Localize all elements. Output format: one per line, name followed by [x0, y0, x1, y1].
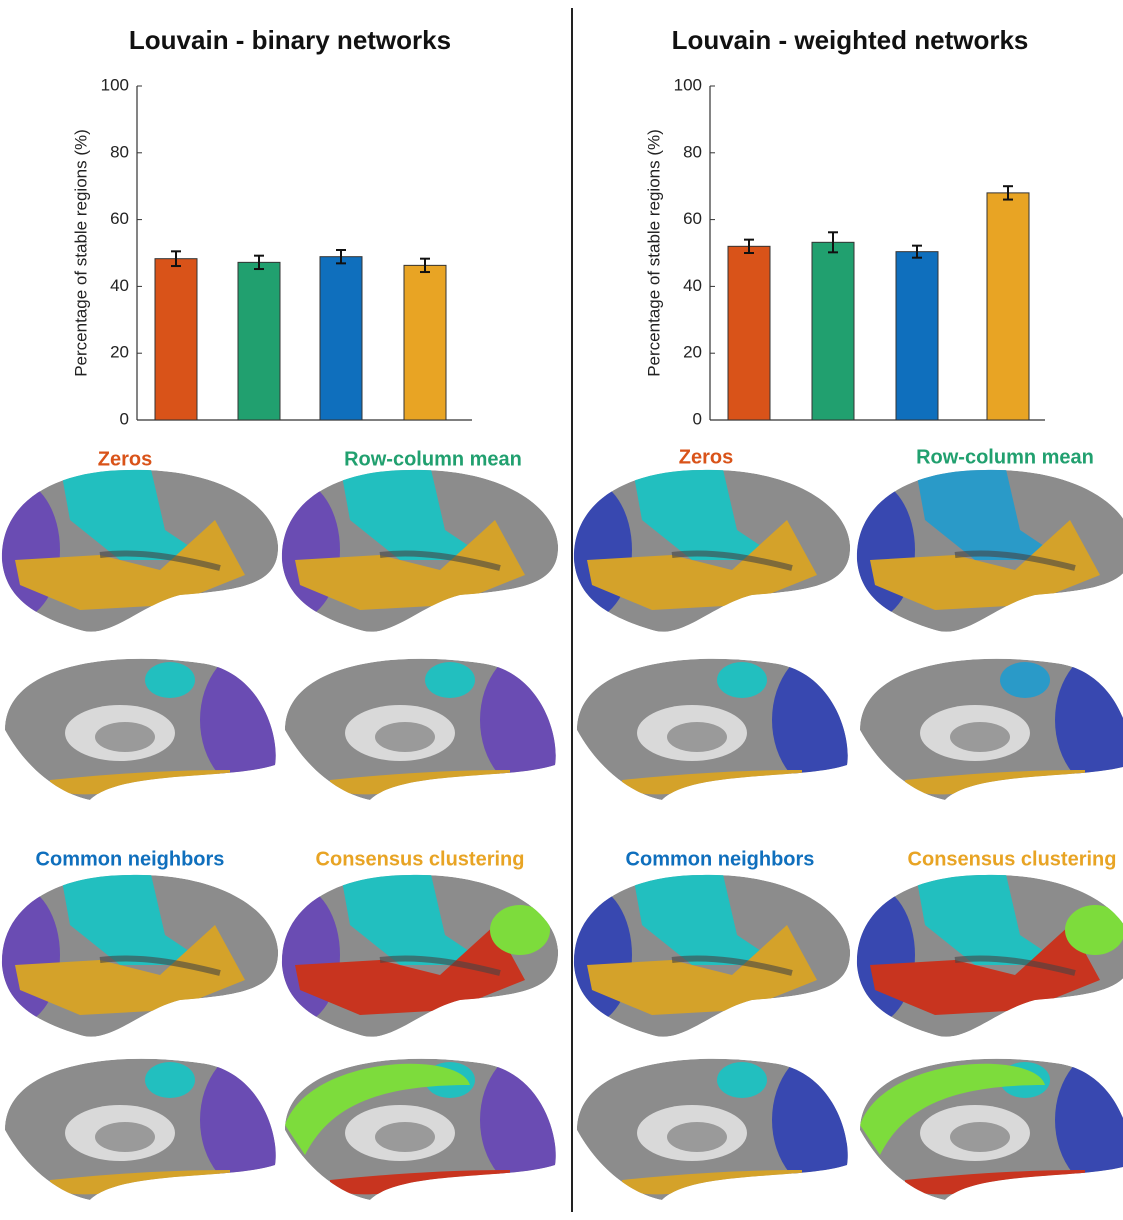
- region: [1055, 1058, 1123, 1195]
- region: [587, 925, 817, 1015]
- bar: [154, 258, 198, 421]
- region: [870, 520, 1100, 610]
- panel-label: Row-column mean: [344, 448, 522, 470]
- region: [340, 469, 490, 560]
- brain: [860, 658, 1123, 800]
- brain: [856, 469, 1123, 632]
- thalamus: [950, 722, 1010, 752]
- brain: [573, 469, 851, 632]
- region: [490, 905, 550, 955]
- brain: [281, 469, 559, 632]
- region: [295, 925, 525, 1015]
- sulcus: [671, 550, 793, 571]
- region: [295, 520, 525, 610]
- thalamus: [950, 1122, 1010, 1152]
- thalamus: [375, 722, 435, 752]
- region: [860, 1063, 1045, 1155]
- sulcus: [954, 955, 1076, 976]
- region: [772, 1058, 848, 1195]
- region: [145, 662, 195, 698]
- y-tick-label: 80: [110, 142, 129, 161]
- y-tick-label: 0: [693, 409, 702, 428]
- bar: [986, 192, 1030, 421]
- sulcus: [379, 955, 501, 976]
- region: [480, 1058, 556, 1195]
- thalamus: [95, 1122, 155, 1152]
- region: [632, 469, 782, 560]
- y-tick-label: 100: [674, 75, 702, 94]
- y-tick-label: 20: [110, 343, 129, 362]
- region: [717, 1062, 767, 1098]
- thalamus: [667, 1122, 727, 1152]
- y-tick-label: 60: [110, 209, 129, 228]
- panel-label: Row-column mean: [916, 446, 1094, 468]
- region: [340, 874, 490, 965]
- region: [60, 469, 210, 560]
- y-tick-label: 60: [683, 209, 702, 228]
- region: [1065, 905, 1123, 955]
- panel-label: Zeros: [98, 448, 152, 470]
- region: [1000, 662, 1050, 698]
- sulcus: [99, 550, 221, 571]
- region: [480, 658, 556, 795]
- sulcus: [379, 550, 501, 571]
- y-tick-label: 40: [683, 276, 702, 295]
- region: [285, 1063, 470, 1155]
- bar: [895, 251, 939, 421]
- region: [772, 658, 848, 795]
- region: [632, 874, 782, 965]
- brain: [573, 874, 851, 1037]
- panel-label: Common neighbors: [36, 848, 225, 870]
- region: [60, 874, 210, 965]
- region: [200, 1058, 276, 1195]
- brain: [281, 874, 559, 1037]
- region: [145, 1062, 195, 1098]
- region: [717, 662, 767, 698]
- y-tick-label: 40: [110, 276, 129, 295]
- brain: [577, 1058, 848, 1200]
- region: [915, 469, 1065, 560]
- brain: [285, 1058, 556, 1200]
- bar: [237, 261, 281, 421]
- thalamus: [95, 722, 155, 752]
- region: [15, 520, 245, 610]
- brain: [577, 658, 848, 800]
- y-axis-label: Percentage of stable regions (%): [71, 129, 90, 377]
- sulcus: [954, 550, 1076, 571]
- region: [915, 874, 1065, 965]
- thalamus: [375, 1122, 435, 1152]
- brain: [285, 658, 556, 800]
- y-axis-label: Percentage of stable regions (%): [644, 129, 663, 377]
- bar: [811, 241, 855, 421]
- brain: [860, 1058, 1123, 1200]
- panel-label: Consensus clustering: [908, 848, 1117, 870]
- sulcus: [671, 955, 793, 976]
- chart-title: Louvain - weighted networks: [672, 25, 1029, 55]
- brain: [1, 469, 279, 632]
- y-tick-label: 0: [120, 409, 129, 428]
- brain: [5, 1058, 276, 1200]
- region: [870, 925, 1100, 1015]
- y-tick-label: 80: [683, 142, 702, 161]
- thalamus: [667, 722, 727, 752]
- sulcus: [99, 955, 221, 976]
- region: [15, 925, 245, 1015]
- panel-label: Zeros: [679, 446, 733, 468]
- region: [200, 658, 276, 795]
- chart-title: Louvain - binary networks: [129, 25, 451, 55]
- bar: [403, 264, 447, 421]
- region: [425, 662, 475, 698]
- y-tick-label: 100: [101, 75, 129, 94]
- region: [1055, 658, 1123, 795]
- brain: [856, 874, 1123, 1037]
- panel-label: Common neighbors: [626, 848, 815, 870]
- brain: [1, 874, 279, 1037]
- bar: [319, 256, 363, 421]
- panel-label: Consensus clustering: [316, 848, 525, 870]
- y-tick-label: 20: [683, 343, 702, 362]
- brain: [5, 658, 276, 800]
- region: [587, 520, 817, 610]
- bar: [727, 245, 771, 421]
